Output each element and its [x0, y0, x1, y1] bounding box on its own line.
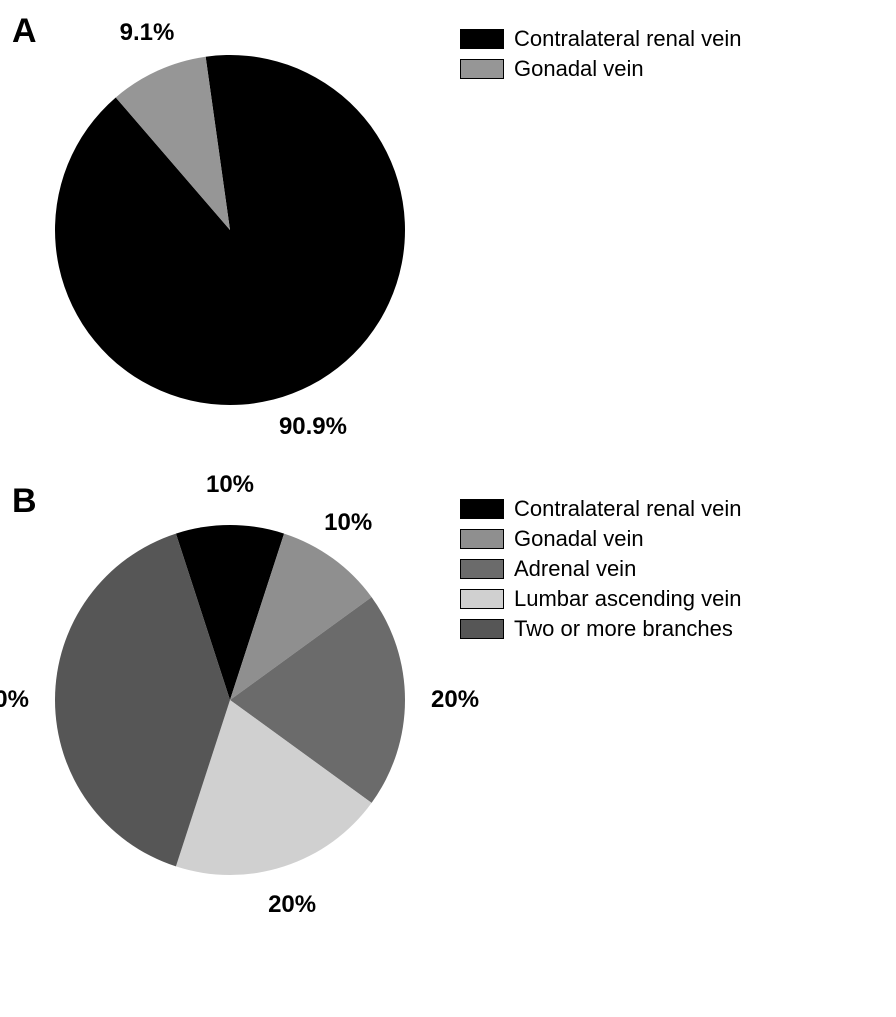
legend-item: Gonadal vein: [460, 56, 741, 82]
pie-chart-b: 10%10%20%20%40%: [20, 490, 440, 910]
legend-label: Lumbar ascending vein: [514, 586, 741, 612]
legend-swatch: [460, 499, 504, 519]
legend-swatch: [460, 559, 504, 579]
panel-a-row: 90.9% 9.1% Contralateral renal vein Gonada…: [20, 20, 876, 440]
pct-label: 10%: [324, 509, 372, 537]
legend-swatch: [460, 589, 504, 609]
legend-label: Contralateral renal vein: [514, 496, 741, 522]
legend-swatch: [460, 529, 504, 549]
legend-item: Lumbar ascending vein: [460, 586, 741, 612]
legend-label: Contralateral renal vein: [514, 26, 741, 52]
legend-item: Contralateral renal vein: [460, 496, 741, 522]
pct-label: 40%: [0, 686, 29, 714]
legend-swatch: [460, 59, 504, 79]
legend-item: Contralateral renal vein: [460, 26, 741, 52]
legend-item: Two or more branches: [460, 616, 741, 642]
legend-b: Contralateral renal vein Gonadal vein Adre…: [460, 496, 741, 646]
legend-item: Adrenal vein: [460, 556, 741, 582]
pie-chart-a: 90.9% 9.1%: [20, 20, 440, 440]
legend-label: Gonadal vein: [514, 56, 644, 82]
pct-label: 20%: [431, 686, 479, 714]
pct-label: 20%: [268, 891, 316, 919]
legend-label: Adrenal vein: [514, 556, 636, 582]
legend-swatch: [460, 29, 504, 49]
pct-label: 9.1%: [120, 19, 175, 47]
pct-label: 10%: [206, 471, 254, 499]
panel-b: B 10%10%20%20%40% Contralateral renal ve…: [20, 490, 876, 910]
legend-label: Two or more branches: [514, 616, 733, 642]
pct-label: 90.9%: [279, 413, 347, 441]
legend-label: Gonadal vein: [514, 526, 644, 552]
panel-b-row: 10%10%20%20%40% Contralateral renal vein…: [20, 490, 876, 910]
legend-swatch: [460, 619, 504, 639]
panel-a: A 90.9%9.1% Contralateral renal veinGona…: [20, 20, 876, 440]
legend-a: Contralateral renal vein Gonadal vein: [460, 26, 741, 86]
legend-item: Gonadal vein: [460, 526, 741, 552]
